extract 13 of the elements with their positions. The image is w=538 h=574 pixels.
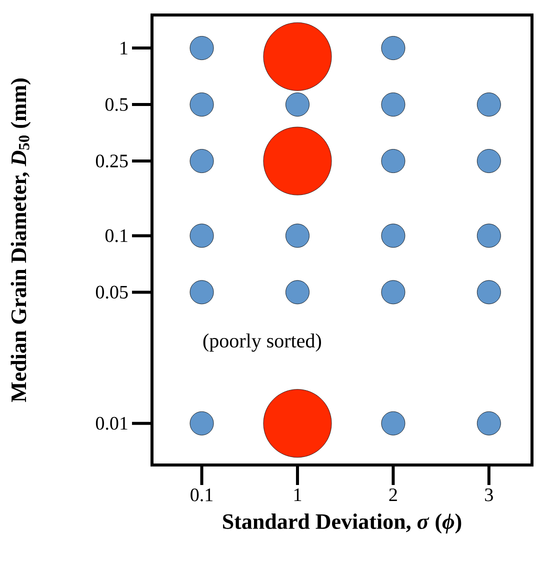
y-tick-label: 0.5 <box>105 98 128 111</box>
x-tick-label: 3 <box>485 488 493 502</box>
x-tick-label: 1 <box>294 488 302 502</box>
y-axis-title: Median Grain Diameter, D$_{50}$ (mm) <box>10 78 31 402</box>
x-axis-title: Standard Deviation, σ (ϕ) <box>223 514 462 534</box>
y-tick-label: 0.01 <box>96 416 128 430</box>
x-tick-label: 2 <box>389 488 397 502</box>
x-tick-label: 0.1 <box>190 488 213 502</box>
y-tick-label: 0.1 <box>105 229 128 242</box>
y-tick-label: 1 <box>120 42 128 54</box>
annotation: (poorly sorted) <box>203 334 322 352</box>
y-tick-label: 0.05 <box>96 286 128 299</box>
y-tick-label: 0.25 <box>96 154 128 168</box>
